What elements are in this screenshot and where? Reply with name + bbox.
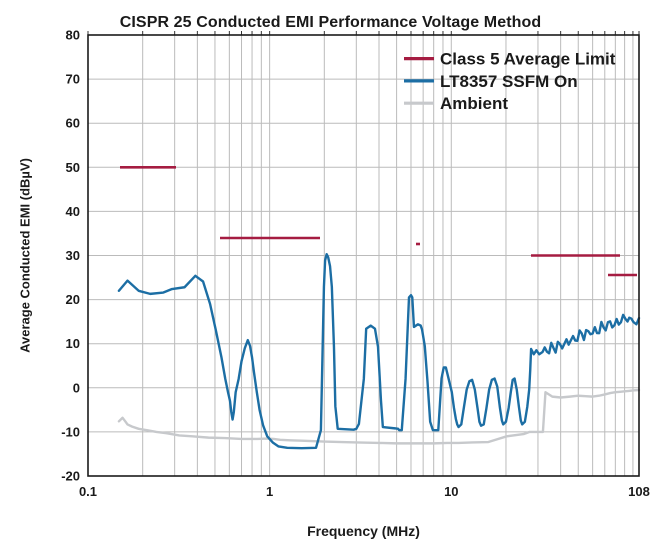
svg-text:-20: -20 <box>61 469 80 484</box>
svg-text:1: 1 <box>266 484 273 499</box>
svg-text:80: 80 <box>66 28 80 43</box>
svg-text:30: 30 <box>66 248 80 263</box>
svg-text:LT8357 SSFM On: LT8357 SSFM On <box>440 72 578 91</box>
svg-text:50: 50 <box>66 160 80 175</box>
svg-text:10: 10 <box>444 484 458 499</box>
svg-text:0: 0 <box>73 380 80 395</box>
svg-text:Class 5 Average Limit: Class 5 Average Limit <box>440 50 616 69</box>
svg-text:0.1: 0.1 <box>79 484 97 499</box>
svg-text:60: 60 <box>66 116 80 131</box>
svg-text:70: 70 <box>66 72 80 87</box>
svg-text:108: 108 <box>628 484 650 499</box>
svg-text:40: 40 <box>66 204 80 219</box>
svg-text:Ambient: Ambient <box>440 94 508 113</box>
svg-text:10: 10 <box>66 336 80 351</box>
svg-text:20: 20 <box>66 292 80 307</box>
svg-text:-10: -10 <box>61 424 80 439</box>
